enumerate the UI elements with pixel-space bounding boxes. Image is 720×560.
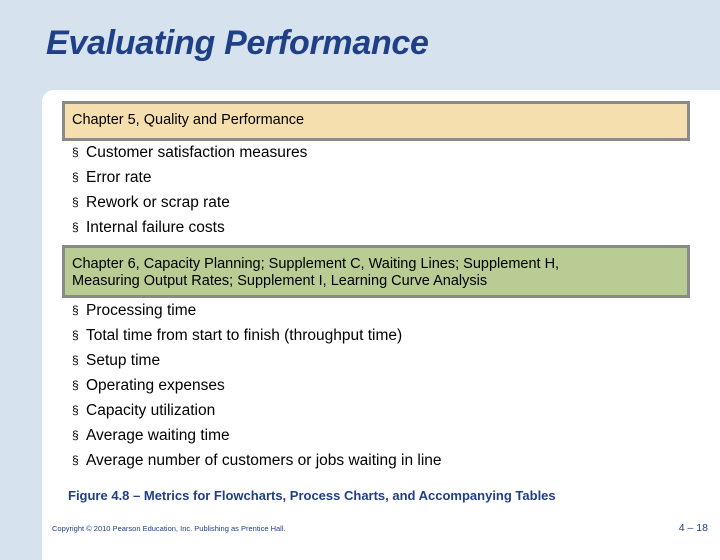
bullet-icon: § — [72, 453, 79, 467]
copyright-notice: Copyright © 2010 Pearson Education, Inc.… — [52, 524, 286, 533]
bullet-icon: § — [72, 303, 79, 317]
page-number: 4 – 18 — [678, 522, 708, 534]
bullet-icon: § — [72, 328, 79, 342]
section-heading-line: Chapter 6, Capacity Planning; Supplement… — [72, 256, 560, 272]
section-heading-text: Chapter 5, Quality and Performance — [72, 112, 305, 128]
section-heading-capacity: Chapter 6, Capacity Planning; Supplement… — [62, 245, 690, 298]
bullet-icon: § — [72, 428, 79, 442]
bullet-icon: § — [72, 170, 79, 184]
bullet-icon: § — [72, 378, 79, 392]
list-item: § Error rate — [72, 165, 307, 190]
bullet-icon: § — [72, 220, 79, 234]
section-heading-quality: Chapter 5, Quality and Performance — [62, 101, 690, 141]
list-item: § Total time from start to finish (throug… — [72, 323, 442, 348]
list-item: § Internal failure costs — [72, 215, 307, 240]
list-item: § Average waiting time — [72, 423, 442, 448]
figure-caption: Figure 4.8 – Metrics for Flowcharts, Pro… — [68, 488, 556, 503]
list-item: § Operating expenses — [72, 373, 442, 398]
content-panel — [42, 90, 720, 560]
bullet-icon: § — [72, 195, 79, 209]
list-item: § Average number of customers or jobs wai… — [72, 448, 442, 473]
section-heading-line: Measuring Output Rates; Supplement I, Le… — [72, 273, 488, 289]
bullet-icon: § — [72, 353, 79, 367]
list-item: § Setup time — [72, 348, 442, 373]
list-item: § Processing time — [72, 298, 442, 323]
quality-metrics-list: § Customer satisfaction measures § Error r… — [72, 140, 307, 240]
bullet-icon: § — [72, 145, 79, 159]
list-item: § Capacity utilization — [72, 398, 442, 423]
list-item: § Customer satisfaction measures — [72, 140, 307, 165]
bullet-icon: § — [72, 403, 79, 417]
capacity-metrics-list: § Processing time § Total time from start … — [72, 298, 442, 473]
slide-title: Evaluating Performance — [46, 24, 429, 62]
list-item: § Rework or scrap rate — [72, 190, 307, 215]
